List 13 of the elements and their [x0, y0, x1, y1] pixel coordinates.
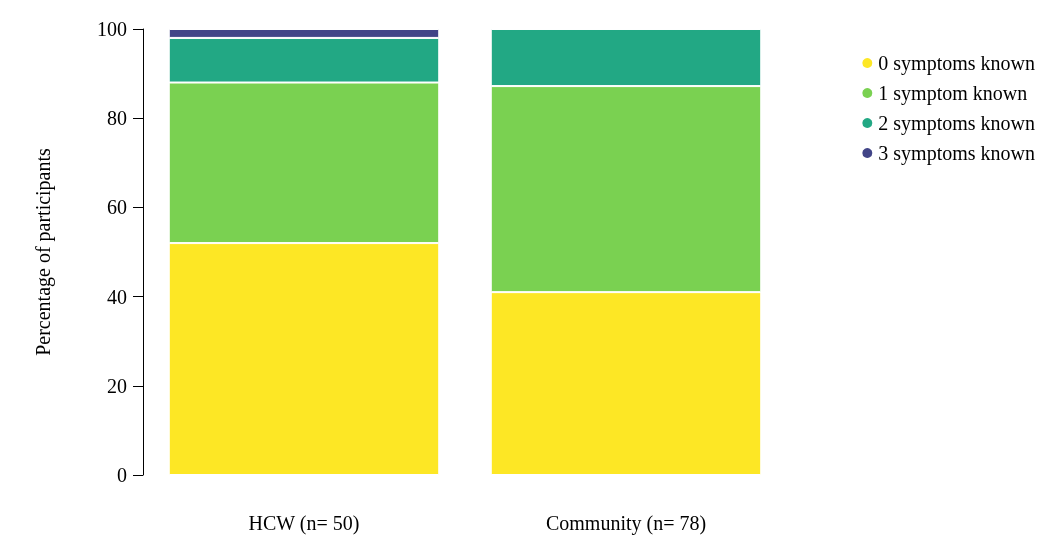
y-tick-label: 0: [117, 464, 127, 486]
legend-label: 2 symptoms known: [878, 112, 1036, 135]
y-tick-label: 40: [107, 285, 127, 308]
legend-label: 1 symptom known: [878, 82, 1028, 105]
y-tick-label: 60: [107, 196, 127, 219]
y-tick-label: 20: [107, 374, 127, 397]
legend-label: 3 symptoms known: [878, 142, 1036, 165]
x-tick-label: Community (n= 78): [545, 512, 707, 535]
y-tick-label: 100: [97, 18, 127, 40]
y-tick-label: 80: [107, 107, 127, 130]
x-tick-label: HCW (n= 50): [248, 512, 360, 535]
y-axis-title: Percentage of participants: [32, 147, 55, 356]
legend-label: 0 symptoms known: [878, 52, 1036, 75]
